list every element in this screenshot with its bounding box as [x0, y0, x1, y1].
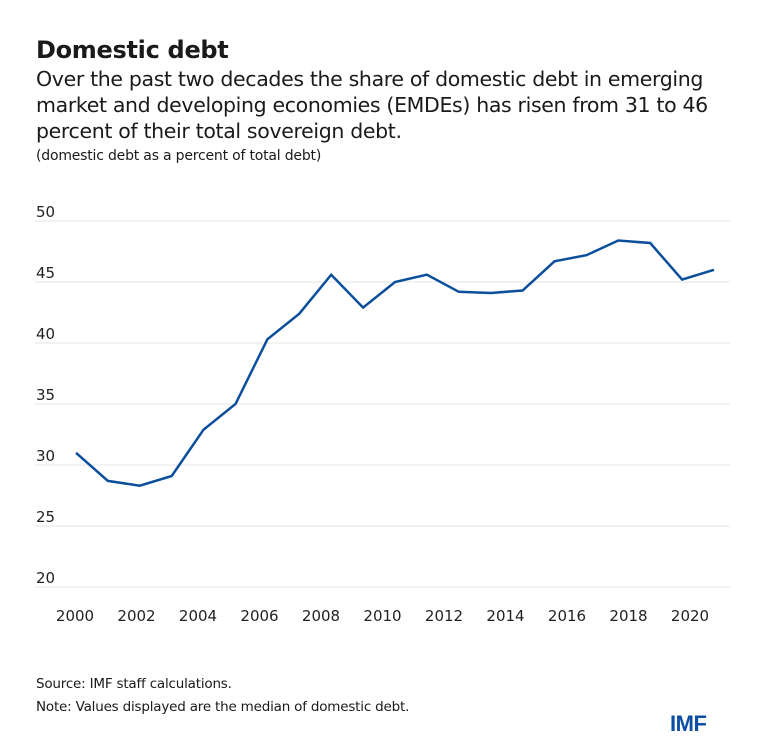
x-tick-label: 2012	[425, 607, 463, 625]
y-tick-label: 35	[36, 386, 55, 404]
x-tick-label: 2020	[671, 607, 709, 625]
x-tick-label: 2006	[240, 607, 278, 625]
x-tick-label: 2008	[302, 607, 340, 625]
imf-logo: IMF	[670, 711, 707, 736]
y-axis-ticks: 20 25 30 35 40 45 50	[36, 203, 55, 587]
methodology-note: Note: Values displayed are the median of…	[36, 699, 410, 715]
series-line	[75, 239, 715, 487]
x-axis-ticks: 2000 2002 2004 2006 2008 2010 2012 2014 2016 2018…	[56, 607, 709, 625]
units-caption: (domestic debt as a percent of total deb…	[36, 148, 322, 164]
chart-title: Domestic debt	[36, 36, 229, 64]
y-tick-label: 40	[36, 325, 55, 343]
series-group	[75, 239, 715, 487]
x-tick-label: 2010	[363, 607, 401, 625]
x-tick-label: 2000	[56, 607, 94, 625]
y-tick-label: 50	[36, 203, 55, 221]
source-note: Source: IMF staff calculations.	[36, 676, 232, 692]
y-tick-label: 45	[36, 264, 55, 282]
x-tick-label: 2016	[548, 607, 586, 625]
y-gridlines	[35, 220, 730, 588]
y-tick-label: 30	[36, 447, 55, 465]
x-tick-label: 2018	[609, 607, 647, 625]
x-tick-label: 2002	[117, 607, 155, 625]
chart-subtitle: Over the past two decades the share of d…	[36, 67, 708, 143]
x-tick-label: 2014	[486, 607, 524, 625]
y-tick-label: 20	[36, 569, 55, 587]
y-tick-label: 25	[36, 508, 55, 526]
x-tick-label: 2004	[179, 607, 217, 625]
